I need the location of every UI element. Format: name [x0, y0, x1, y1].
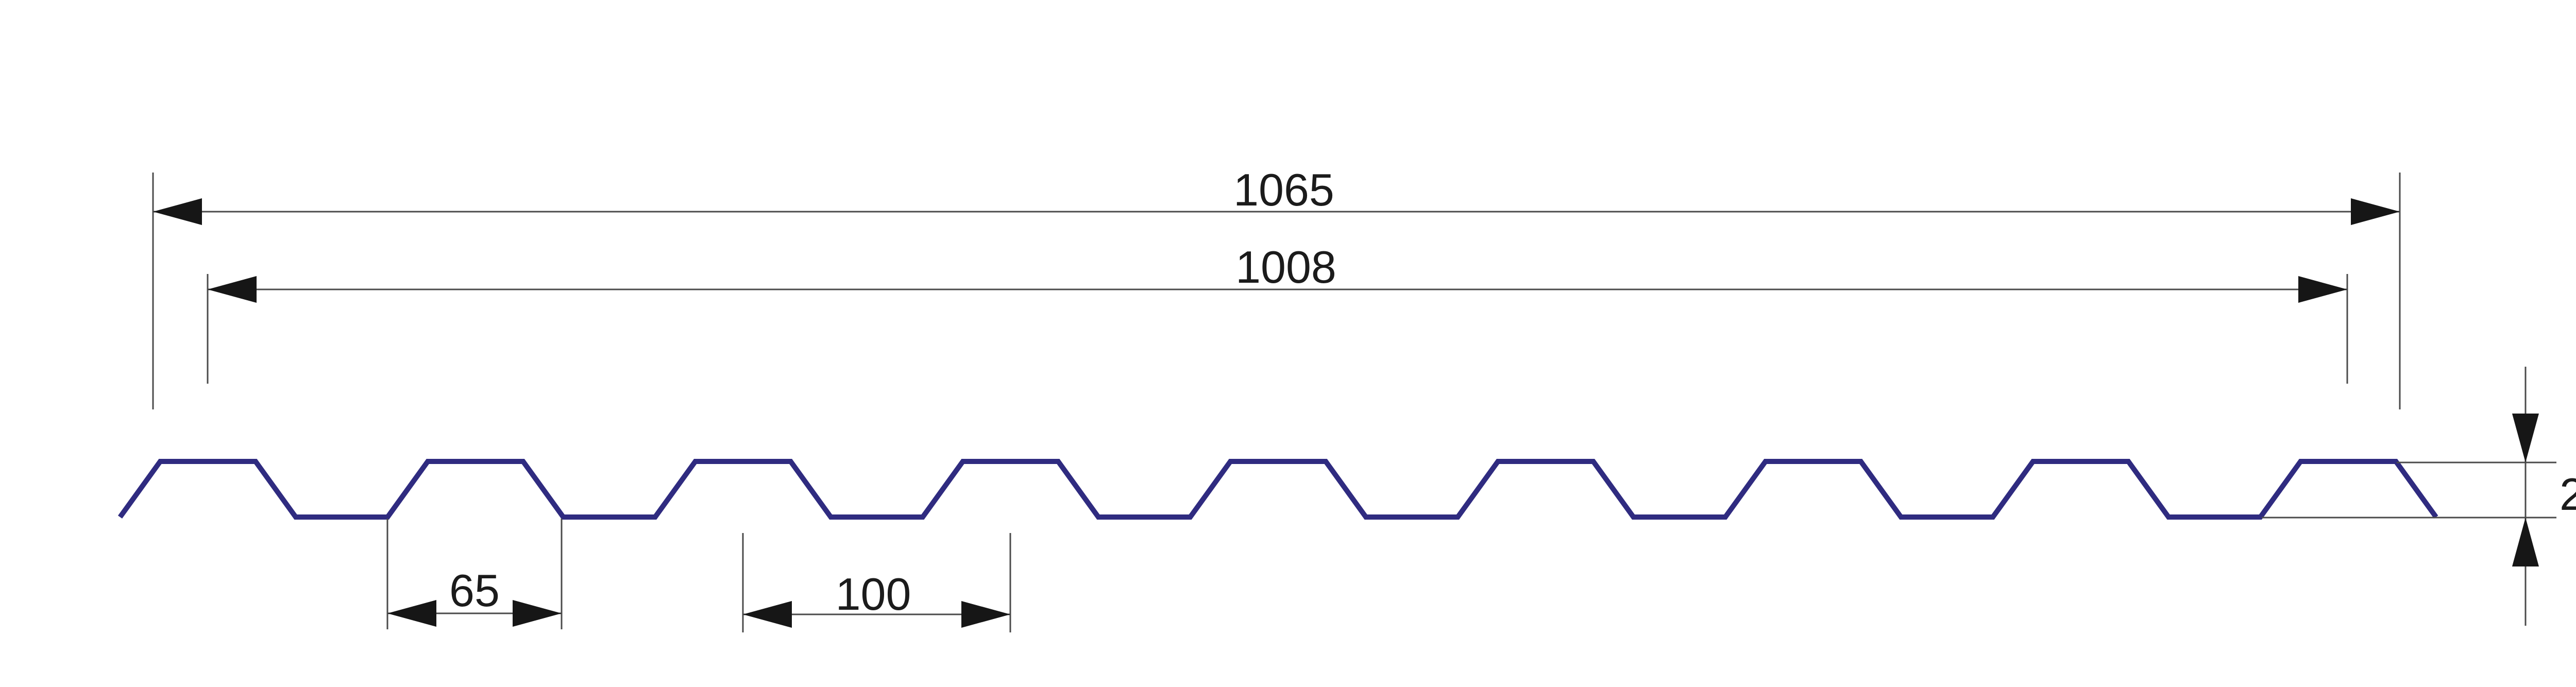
arrowhead-left-pitch [743, 601, 792, 628]
arrowhead-right-pitch [961, 601, 1010, 628]
arrowhead-left-crest-base-width [387, 600, 436, 627]
arrowhead-left-overall-width [153, 198, 202, 225]
sheet-profile-outline [117, 459, 2438, 520]
arrowhead-right-overall-width [2351, 198, 2400, 225]
dimension-label-crest-base-width: 65 [449, 565, 500, 616]
dimension-label-useful-width: 1008 [1235, 242, 1336, 293]
arrowhead-right-crest-base-width [513, 600, 562, 627]
dimension-label-overall-width: 1065 [1233, 164, 1334, 215]
arrowhead-down-profile-height [2512, 414, 2539, 462]
dimension-label-profile-height: 21 мм [2560, 469, 2576, 520]
dimension-label-pitch: 100 [836, 569, 911, 620]
arrowhead-right-useful-width [2298, 276, 2347, 303]
arrowhead-left-useful-width [208, 276, 257, 303]
arrowhead-up-profile-height [2512, 518, 2539, 566]
